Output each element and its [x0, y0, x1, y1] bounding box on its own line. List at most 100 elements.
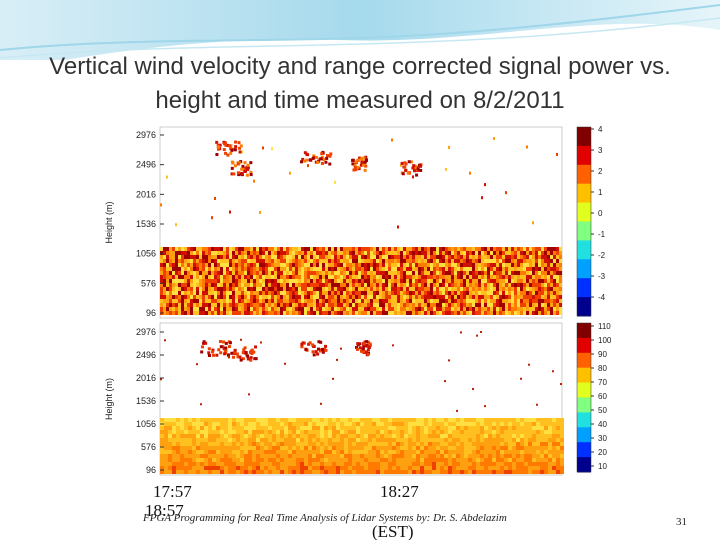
heatmap-cell: [253, 267, 256, 271]
heatmap-cell: [244, 303, 247, 307]
heatmap-cell: [193, 275, 196, 279]
heatmap-cell: [228, 418, 232, 422]
heatmap-cell: [460, 291, 463, 295]
heatmap-cell: [400, 283, 403, 287]
heatmap-cell: [436, 438, 440, 442]
heatmap-cell: [288, 446, 292, 450]
heatmap-cell: [304, 259, 307, 263]
heatmap-cell: [296, 466, 300, 470]
heatmap-cell: [308, 430, 312, 434]
heatmap-cell: [223, 311, 226, 315]
heatmap-cell: [508, 442, 512, 446]
heatmap-cell: [396, 418, 400, 422]
heatmap-cell: [199, 279, 202, 283]
heatmap-cell: [192, 462, 196, 466]
heatmap-cell: [481, 287, 484, 291]
heatmap-cell: [432, 458, 436, 462]
heatmap-cell: [320, 422, 324, 426]
heatmap-cell: [401, 172, 405, 176]
heatmap-cell: [541, 287, 544, 291]
heatmap-cell: [244, 446, 248, 450]
heatmap-cell: [400, 442, 404, 446]
heatmap-cell: [264, 438, 268, 442]
heatmap-cell: [412, 267, 415, 271]
heatmap-cell: [456, 430, 460, 434]
heatmap-cell: [419, 164, 423, 168]
heatmap-cell: [370, 307, 373, 311]
heatmap-cell: [265, 255, 268, 259]
heatmap-cell: [508, 458, 512, 462]
heatmap-cell: [202, 271, 205, 275]
heatmap-cell: [336, 358, 338, 361]
heatmap-cell: [228, 442, 232, 446]
heatmap-cell: [190, 255, 193, 259]
heatmap-cell: [469, 287, 472, 291]
heatmap-cell: [238, 263, 241, 267]
heatmap-cell: [364, 462, 368, 466]
heatmap-cell: [160, 418, 164, 422]
heatmap-cell: [176, 438, 180, 442]
heatmap-cell: [430, 259, 433, 263]
heatmap-cell: [265, 275, 268, 279]
heatmap-cell: [544, 291, 547, 295]
heatmap-cell: [252, 438, 256, 442]
heatmap-cell: [508, 247, 511, 251]
heatmap-cell: [313, 287, 316, 291]
heatmap-cell: [505, 259, 508, 263]
heatmap-cell: [556, 454, 560, 458]
heatmap-cell: [239, 358, 243, 362]
heatmap-cell: [454, 271, 457, 275]
heatmap-cell: [272, 446, 276, 450]
heatmap-cell: [220, 299, 223, 303]
heatmap-cell: [346, 247, 349, 251]
y-tick-label: 576: [141, 442, 156, 452]
heatmap-cell: [208, 418, 212, 422]
heatmap-cell: [547, 275, 550, 279]
heatmap-cell: [420, 430, 424, 434]
heatmap-cell: [259, 279, 262, 283]
heatmap-cell: [322, 271, 325, 275]
heatmap-cell: [277, 295, 280, 299]
heatmap-cell: [480, 331, 482, 334]
heatmap-cell: [556, 275, 559, 279]
heatmap-cell: [196, 255, 199, 259]
heatmap-cell: [328, 438, 332, 442]
heatmap-cell: [307, 283, 310, 287]
heatmap-cell: [244, 418, 248, 422]
heatmap-cell: [336, 450, 340, 454]
heatmap-cell: [180, 438, 184, 442]
heatmap-cell: [372, 466, 376, 470]
heatmap-cell: [280, 303, 283, 307]
heatmap-cell: [480, 426, 484, 430]
heatmap-cell: [289, 263, 292, 267]
heatmap-cell: [223, 255, 226, 259]
heatmap-cell: [274, 299, 277, 303]
heatmap-cell: [274, 263, 277, 267]
heatmap-cell: [364, 271, 367, 275]
heatmap-cell: [504, 458, 508, 462]
heatmap-cell: [160, 271, 163, 275]
heatmap-cell: [428, 458, 432, 462]
heatmap-cell: [334, 307, 337, 311]
heatmap-cell: [406, 311, 409, 315]
heatmap-cell: [388, 422, 392, 426]
heatmap-cell: [394, 263, 397, 267]
heatmap-cell: [538, 259, 541, 263]
heatmap-cell: [475, 263, 478, 267]
heatmap-cell: [233, 164, 237, 168]
heatmap-cell: [415, 279, 418, 283]
heatmap-cell: [256, 470, 260, 474]
heatmap-cell: [550, 267, 553, 271]
heatmap-cell: [388, 466, 392, 470]
heatmap-cell: [370, 251, 373, 255]
heatmap-cell: [388, 418, 392, 422]
heatmap-cell: [363, 340, 367, 344]
heatmap-cell: [319, 299, 322, 303]
heatmap-cell: [292, 295, 295, 299]
heatmap-cell: [264, 450, 268, 454]
heatmap-cell: [379, 279, 382, 283]
heatmap-cell: [358, 299, 361, 303]
heatmap-cell: [508, 287, 511, 291]
heatmap-cell: [337, 275, 340, 279]
heatmap-cell: [343, 291, 346, 295]
